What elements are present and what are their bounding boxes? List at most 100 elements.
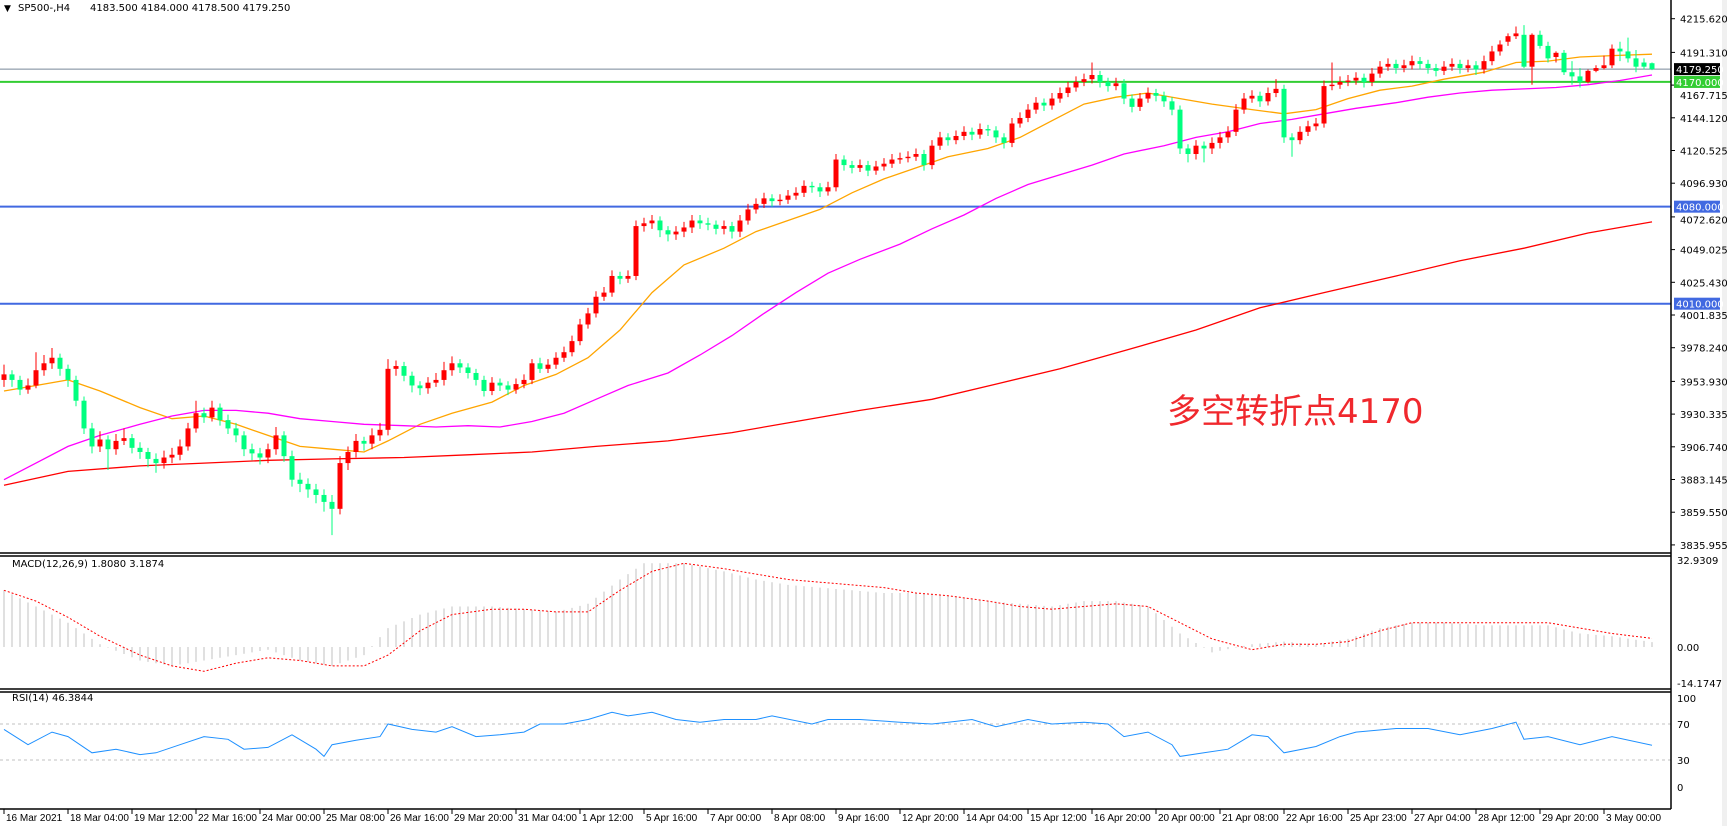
candle bbox=[601, 287, 607, 301]
candle-body bbox=[1065, 87, 1071, 94]
candle bbox=[1081, 73, 1087, 87]
candle-body bbox=[1385, 63, 1391, 67]
candle bbox=[1305, 120, 1311, 136]
candle bbox=[1281, 84, 1287, 143]
symbol-title: SP500-,H4 bbox=[18, 3, 70, 14]
macd-axis-label: 32.9309 bbox=[1677, 556, 1718, 567]
candle-body bbox=[521, 379, 527, 385]
macd-axis-label: -14.1747 bbox=[1677, 679, 1722, 690]
rsi-pane[interactable] bbox=[0, 711, 1671, 761]
candle-body bbox=[1401, 65, 1407, 69]
candle bbox=[1065, 81, 1071, 98]
time-tick-label: 29 Apr 20:00 bbox=[1542, 813, 1599, 824]
candle-body bbox=[145, 451, 151, 459]
candle bbox=[761, 192, 767, 209]
candle bbox=[1329, 62, 1335, 91]
candle bbox=[129, 433, 135, 454]
triangle-down-icon[interactable]: ▼ bbox=[4, 4, 11, 14]
price-pane[interactable] bbox=[0, 25, 1671, 536]
candle-body bbox=[793, 192, 799, 196]
candle bbox=[985, 124, 991, 136]
candle-body bbox=[953, 135, 959, 141]
candle-body bbox=[9, 374, 15, 380]
candle bbox=[617, 271, 623, 285]
time-tick-label: 5 Apr 16:00 bbox=[646, 813, 698, 824]
time-tick-label: 9 Apr 16:00 bbox=[838, 813, 890, 824]
candle-body bbox=[1329, 84, 1335, 87]
candle bbox=[753, 198, 759, 214]
candle bbox=[329, 494, 335, 536]
macd-pane[interactable] bbox=[3, 562, 1653, 672]
candle-body bbox=[529, 363, 535, 380]
candle bbox=[649, 214, 655, 229]
candle bbox=[625, 270, 631, 283]
candle bbox=[809, 181, 815, 193]
rsi-axis-label: 100 bbox=[1677, 694, 1696, 705]
candle-body bbox=[33, 370, 39, 386]
candle-body bbox=[817, 187, 823, 192]
candle bbox=[353, 433, 359, 458]
candle-body bbox=[473, 372, 479, 380]
candle-body bbox=[1145, 93, 1151, 99]
candle bbox=[481, 375, 487, 397]
candle-body bbox=[969, 131, 975, 135]
candle bbox=[881, 158, 887, 171]
candle bbox=[97, 431, 103, 452]
candle-body bbox=[1121, 83, 1127, 99]
candle-body bbox=[1473, 65, 1479, 70]
price-tick-label: 4120.525 bbox=[1680, 147, 1727, 158]
candle-body bbox=[881, 163, 887, 167]
rsi-axis-label: 0 bbox=[1677, 783, 1683, 794]
candle-body bbox=[305, 483, 311, 490]
candle bbox=[449, 356, 455, 376]
macd-signal-line bbox=[3, 562, 1653, 672]
candle-body bbox=[785, 195, 791, 200]
candle-body bbox=[1337, 81, 1343, 85]
candle-body bbox=[1537, 34, 1543, 46]
macd-axis-label: 0.00 bbox=[1677, 643, 1699, 654]
price-tick-label: 4001.835 bbox=[1680, 311, 1727, 322]
candle bbox=[241, 431, 247, 457]
candle bbox=[1113, 77, 1119, 91]
candle bbox=[993, 126, 999, 143]
candle bbox=[49, 348, 55, 369]
candle-body bbox=[1457, 63, 1463, 69]
candle bbox=[1417, 56, 1423, 70]
candle-body bbox=[177, 446, 183, 455]
candle-body bbox=[937, 137, 943, 146]
time-tick-label: 25 Apr 23:00 bbox=[1350, 813, 1407, 824]
candle-body bbox=[617, 275, 623, 279]
candle bbox=[1449, 58, 1455, 71]
candle bbox=[577, 318, 583, 346]
candle-body bbox=[1257, 95, 1263, 102]
candle bbox=[249, 443, 255, 461]
candle-body bbox=[1281, 88, 1287, 138]
candle bbox=[785, 190, 791, 204]
candle-body bbox=[65, 368, 71, 380]
candle-body bbox=[457, 363, 463, 368]
candle bbox=[697, 214, 703, 229]
candle-body bbox=[1041, 102, 1047, 106]
level-labels: 4179.250 4170.000 4080.000 4010.000 bbox=[1674, 63, 1724, 311]
candle-body bbox=[41, 363, 47, 371]
candle-body bbox=[1265, 93, 1271, 102]
candle bbox=[1153, 88, 1159, 102]
price-tick-label: 4144.120 bbox=[1680, 114, 1727, 125]
candle bbox=[689, 214, 695, 234]
rsi-axis-label: 70 bbox=[1677, 720, 1690, 731]
time-tick-label: 8 Apr 08:00 bbox=[774, 813, 826, 824]
candle-body bbox=[825, 187, 831, 192]
candle-body bbox=[1225, 131, 1231, 138]
candle bbox=[113, 433, 119, 455]
candle-body bbox=[257, 453, 263, 458]
candle-body bbox=[609, 275, 615, 293]
candle-body bbox=[1593, 68, 1599, 71]
level-price-box bbox=[1674, 63, 1720, 76]
candle bbox=[417, 381, 423, 396]
candle-body bbox=[1569, 72, 1575, 77]
candle-body bbox=[833, 159, 839, 188]
candle bbox=[609, 270, 615, 297]
candle bbox=[1377, 61, 1383, 78]
